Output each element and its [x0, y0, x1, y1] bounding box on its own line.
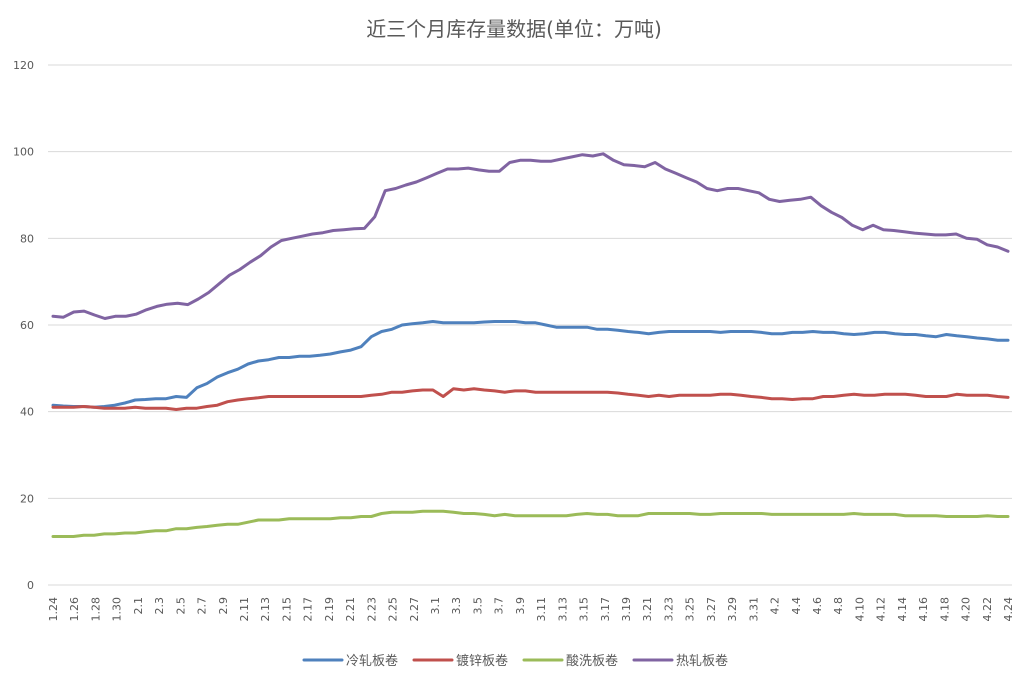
x-tick-label: 2.25 [387, 597, 400, 622]
legend-label: 酸洗板卷 [566, 653, 618, 669]
x-tick-label: 3.15 [578, 597, 591, 622]
x-tick-label: 2.5 [174, 597, 187, 615]
x-tick-label: 3.29 [726, 597, 739, 622]
series-line-1 [51, 387, 1010, 411]
x-tick-label: 3.7 [493, 597, 506, 615]
x-tick-label: 1.28 [89, 597, 102, 622]
x-tick-label: 3.1 [429, 597, 442, 615]
x-tick-label: 3.27 [705, 597, 718, 622]
x-tick-label: 3.9 [514, 597, 527, 615]
y-tick-label: 40 [20, 406, 34, 419]
series-lines [51, 152, 1010, 538]
x-tick-label: 1.24 [47, 597, 60, 622]
chart-title: 近三个月库存量数据(单位：万吨) [366, 17, 662, 41]
y-tick-label: 60 [20, 319, 34, 332]
x-tick-label: 3.23 [662, 597, 675, 622]
x-tick-label: 3.17 [599, 597, 612, 622]
y-axis-ticks: 0 20 40 60 80 100 120 [13, 59, 34, 592]
y-tick-label: 120 [13, 59, 34, 72]
x-tick-label: 4.14 [896, 597, 909, 622]
x-tick-label: 1.26 [68, 597, 81, 622]
x-tick-label: 3.5 [471, 597, 484, 615]
x-tick-label: 3.25 [684, 597, 697, 622]
x-tick-label: 2.23 [365, 597, 378, 622]
y-tick-label: 100 [13, 146, 34, 159]
x-tick-label: 2.7 [196, 597, 209, 615]
x-tick-label: 2.27 [408, 597, 421, 622]
series-line-0 [51, 320, 1010, 409]
x-tick-label: 2.19 [323, 597, 336, 622]
legend-item-1: 镀锌板卷 [412, 653, 508, 669]
x-tick-label: 4.20 [960, 597, 973, 622]
x-tick-label: 3.31 [747, 597, 760, 622]
legend-label: 热轧板卷 [676, 653, 728, 669]
x-tick-label: 3.11 [535, 597, 548, 622]
x-tick-label: 2.15 [280, 597, 293, 622]
gridlines [48, 64, 1012, 586]
x-tick-label: 4.4 [790, 597, 803, 615]
series-line-2 [51, 509, 1010, 538]
legend-item-2: 酸洗板卷 [522, 653, 618, 669]
x-tick-label: 3.19 [620, 597, 633, 622]
x-tick-label: 4.22 [981, 597, 994, 622]
series-line-3 [51, 152, 1010, 320]
y-tick-label: 80 [20, 232, 34, 245]
x-tick-label: 2.13 [259, 597, 272, 622]
x-tick-label: 2.3 [153, 597, 166, 615]
x-tick-label: 4.2 [769, 597, 782, 615]
y-tick-label: 20 [20, 492, 34, 505]
x-axis-ticks: 1.24 1.26 1.28 1.30 2.1 2.3 2.5 2.7 2.9 2.11 2.13 2… [47, 597, 1015, 622]
legend: 冷轧板卷 镀锌板卷 酸洗板卷 热轧板卷 [302, 653, 728, 669]
x-tick-label: 2.9 [217, 597, 230, 615]
x-tick-label: 2.17 [302, 597, 315, 622]
x-tick-label: 3.3 [450, 597, 463, 615]
x-tick-label: 4.18 [938, 597, 951, 622]
x-tick-label: 1.30 [111, 597, 124, 622]
legend-item-3: 热轧板卷 [632, 653, 728, 669]
x-tick-label: 2.21 [344, 597, 357, 622]
x-tick-label: 4.8 [832, 597, 845, 615]
legend-item-0: 冷轧板卷 [302, 653, 398, 669]
x-tick-label: 2.11 [238, 597, 251, 622]
legend-label: 冷轧板卷 [346, 653, 398, 669]
y-tick-label: 0 [27, 579, 34, 592]
x-tick-label: 2.1 [132, 597, 145, 615]
x-tick-label: 4.24 [1002, 597, 1015, 622]
x-tick-label: 4.6 [811, 597, 824, 615]
x-tick-label: 3.13 [556, 597, 569, 622]
x-tick-label: 4.10 [853, 597, 866, 622]
legend-label: 镀锌板卷 [456, 653, 508, 669]
x-tick-label: 4.12 [875, 597, 888, 622]
x-tick-label: 4.16 [917, 597, 930, 622]
x-tick-label: 3.21 [641, 597, 654, 622]
